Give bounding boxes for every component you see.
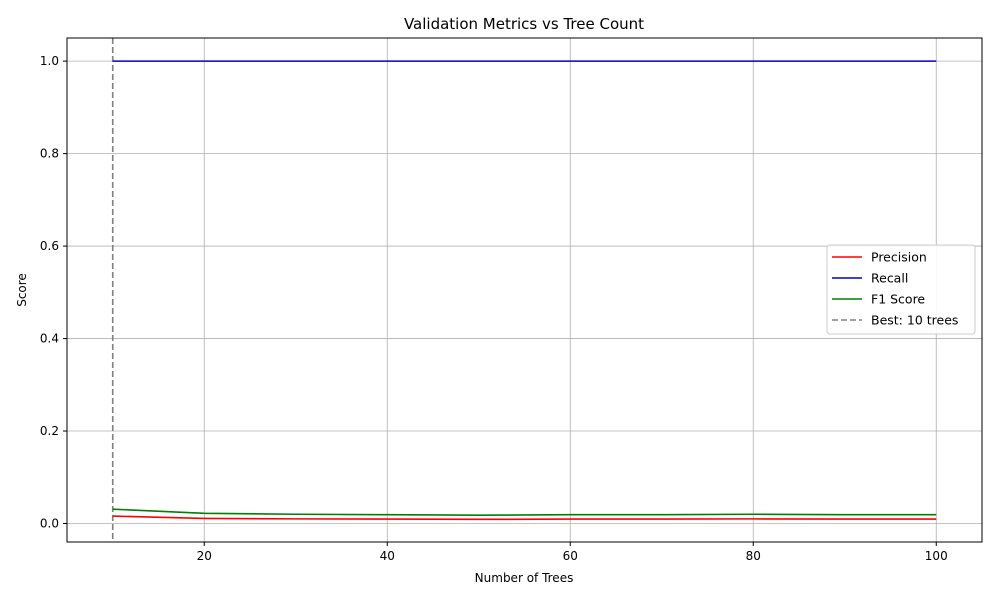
legend-label-precision: Precision <box>871 250 927 265</box>
x-tick-label-60: 60 <box>563 549 578 563</box>
x-axis-label: Number of Trees <box>475 571 574 585</box>
chart-title: Validation Metrics vs Tree Count <box>404 15 644 33</box>
x-tick-label-80: 80 <box>746 549 761 563</box>
y-tick-label-0-4: 0.4 <box>40 332 59 346</box>
legend-box <box>826 244 976 335</box>
y-tick-label-0-0: 0.0 <box>40 517 59 531</box>
axis-ticks: 20 40 60 80 100 0.0 0.2 0.4 0.6 0.8 1.0 <box>40 54 948 563</box>
y-tick-label-0-2: 0.2 <box>40 424 59 438</box>
legend-item-best-10-trees: Best: 10 trees <box>832 313 958 328</box>
x-tick-label-20: 20 <box>197 549 212 563</box>
series-line-f1-score <box>112 508 937 516</box>
y-axis-label: Score <box>15 273 29 307</box>
x-tick-label-40: 40 <box>380 549 395 563</box>
legend-label-best-10-trees: Best: 10 trees <box>871 313 958 328</box>
legend: Precision Recall F1 Score Best: 10 trees <box>826 244 976 335</box>
y-tick-label-0-8: 0.8 <box>40 147 59 161</box>
legend-label-recall: Recall <box>871 271 908 286</box>
legend-items: Precision Recall F1 Score Best: 10 trees <box>832 250 958 328</box>
series-lines <box>112 60 937 521</box>
legend-item-f1-score: F1 Score <box>832 292 925 307</box>
series-line-precision <box>112 515 937 521</box>
y-tick-label-0-6: 0.6 <box>40 239 59 253</box>
x-tick-label-100: 100 <box>925 549 948 563</box>
legend-item-precision: Precision <box>832 250 927 265</box>
legend-label-f1-score: F1 Score <box>871 292 925 307</box>
plot-area-frame <box>66 37 983 543</box>
y-tick-label-1-0: 1.0 <box>40 54 59 68</box>
legend-item-recall: Recall <box>832 271 908 286</box>
